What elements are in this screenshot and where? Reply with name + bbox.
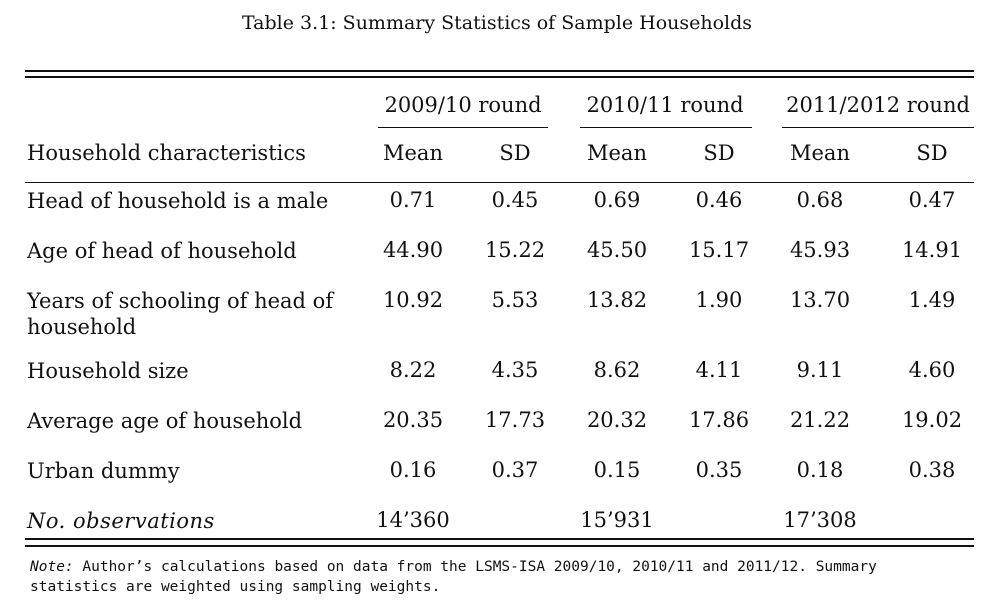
table-cell: 20.32 [586,408,648,432]
table-cell: 1.90 [695,288,743,312]
row-label: Age of head of household [27,239,297,263]
top-rule [25,70,974,72]
table-cell: 8.22 [389,358,437,382]
round-header-2009: 2009/10 round [384,93,542,117]
column-header-sd-1: SD [499,141,531,165]
round-header-2010: 2010/11 round [586,93,744,117]
observations-cell: 15’931 [580,508,654,532]
row-label: Household size [27,359,189,383]
row-label: Head of household is a male [27,189,329,213]
table-cell: 21.22 [789,408,851,432]
table-cell: 0.38 [908,458,956,482]
note-text: Author’s calculations based on data from… [30,559,877,595]
table-cell: 0.16 [389,458,437,482]
table-cell: 17.73 [484,408,546,432]
table-cell: 5.53 [491,288,539,312]
observations-cell: 14’360 [376,508,450,532]
column-header-sd-3: SD [916,141,948,165]
table-cell: 45.50 [586,238,648,262]
group-rule-2011 [782,127,974,128]
table-cell: 20.35 [382,408,444,432]
observations-cell: 17’308 [783,508,857,532]
table-cell: 0.68 [796,188,844,212]
bottom-rule [25,538,974,540]
table-cell: 10.92 [382,288,444,312]
table-cell: 19.02 [901,408,963,432]
header-rule [25,182,974,183]
column-header-mean-1: Mean [383,141,443,165]
table-cell: 0.37 [491,458,539,482]
note-label: Note: [30,559,74,575]
table-cell: 13.70 [789,288,851,312]
table-cell: 4.60 [908,358,956,382]
table-cell: 15.22 [484,238,546,262]
row-label: Average age of household [27,409,303,433]
table-cell: 13.82 [586,288,648,312]
table-note: Note: Author’s calculations based on dat… [30,557,970,597]
column-header-sd-2: SD [703,141,735,165]
table-cell: 0.47 [908,188,956,212]
observations-label: No. observations [27,509,215,533]
table-cell: 0.69 [593,188,641,212]
table-cell: 0.46 [695,188,743,212]
table-cell: 0.71 [389,188,437,212]
table-cell: 4.35 [491,358,539,382]
bottom-rule-inner [25,545,974,547]
table-cell: 44.90 [382,238,444,262]
row-label: Urban dummy [27,459,180,483]
group-rule-2010 [580,127,752,128]
table-cell: 9.11 [796,358,844,382]
table-cell: 0.45 [491,188,539,212]
table-cell: 14.91 [901,238,963,262]
row-header: Household characteristics [27,141,306,165]
top-rule-inner [25,76,974,78]
table-cell: 4.11 [695,358,743,382]
table-cell: 17.86 [688,408,750,432]
table-cell: 45.93 [789,238,851,262]
table-cell: 0.15 [593,458,641,482]
group-rule-2009 [378,127,548,128]
table-cell: 0.35 [695,458,743,482]
table-cell: 8.62 [593,358,641,382]
table-cell: 0.18 [796,458,844,482]
column-header-mean-3: Mean [790,141,850,165]
round-header-2011: 2011/2012 round [786,93,970,117]
table-cell: 15.17 [688,238,750,262]
table-caption: Table 3.1: Summary Statistics of Sample … [241,12,753,34]
table-cell: 1.49 [908,288,956,312]
column-header-mean-2: Mean [587,141,647,165]
row-label: Years of schooling of head of household [27,289,334,339]
